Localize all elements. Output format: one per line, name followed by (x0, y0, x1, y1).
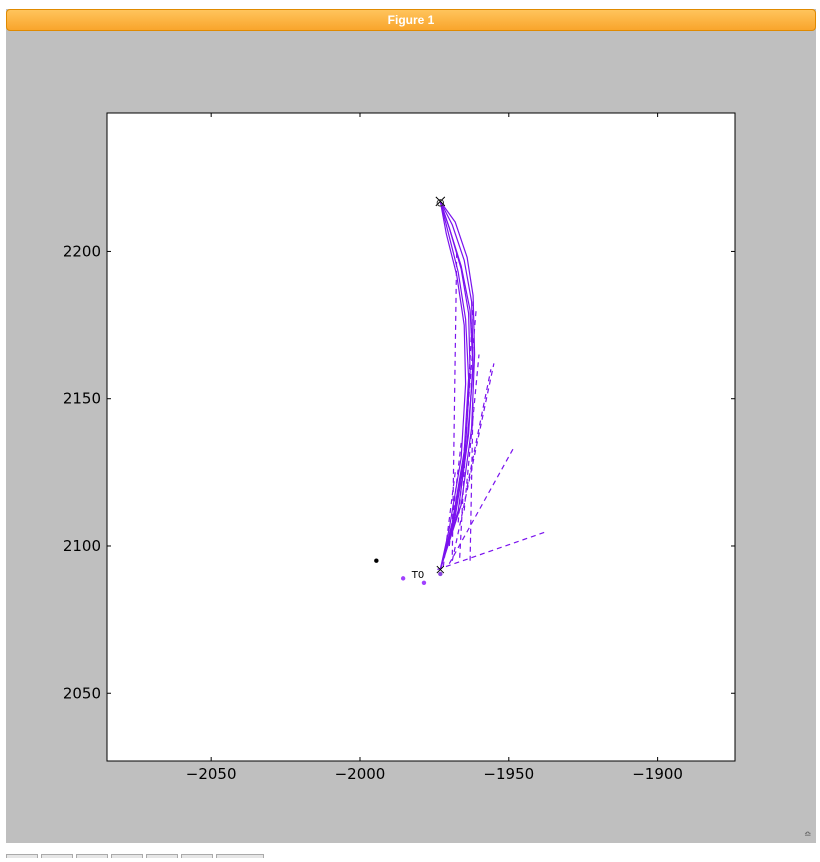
annotation-label: T0 (411, 570, 424, 581)
trajectory-line (439, 201, 471, 570)
data-point (438, 571, 443, 577)
bottom-tab[interactable] (76, 854, 108, 858)
trajectory-line (439, 201, 467, 570)
bottom-tab[interactable] (111, 854, 143, 858)
bottom-tab[interactable] (41, 854, 73, 858)
y-tick-label: 2150 (63, 390, 101, 408)
data-point (374, 558, 379, 563)
dashed-segment (451, 363, 495, 561)
bottom-tab[interactable] (216, 854, 264, 858)
resize-grip-icon[interactable]: ≏ (804, 830, 812, 840)
y-tick-label: 2200 (63, 242, 101, 260)
x-tick-label: −1950 (483, 765, 534, 783)
window-title[interactable]: Figure 1 (6, 9, 816, 31)
dashed-segment (442, 472, 456, 567)
data-point (400, 576, 406, 581)
y-tick-label: 2050 (63, 684, 101, 702)
axis-ticks: −2050 −2000 −1950 −1900 2050 2100 2150 2200 (63, 113, 735, 783)
trajectory-line (439, 201, 470, 570)
chart-marks: T0 (374, 196, 548, 585)
bottom-tab[interactable] (181, 854, 213, 858)
x-tick-label: −2000 (335, 765, 386, 783)
x-tick-label: −1900 (632, 765, 683, 783)
plot-area (106, 112, 736, 762)
end-circle-marker (436, 199, 445, 207)
dashed-segment (463, 354, 480, 511)
data-point (421, 580, 427, 585)
x-tick-label: −2050 (186, 765, 237, 783)
bottom-tab[interactable] (146, 854, 178, 858)
figure-window: Figure 1 T0 −2050 −2000 −1950 −1900 2050 2100… (6, 9, 816, 843)
chart: T0 −2050 −2000 −1950 −1900 2050 2100 2150 2200 (63, 112, 736, 783)
bottom-tab-strip (6, 843, 306, 858)
start-x-marker (436, 565, 445, 574)
bottom-tab[interactable] (6, 854, 38, 858)
dashed-segment (469, 398, 474, 561)
trajectory-line (439, 201, 474, 570)
y-tick-label: 2100 (63, 537, 101, 555)
dashed-segment (466, 369, 492, 488)
dashed-segment (437, 530, 548, 571)
dashed-segment (451, 251, 458, 555)
